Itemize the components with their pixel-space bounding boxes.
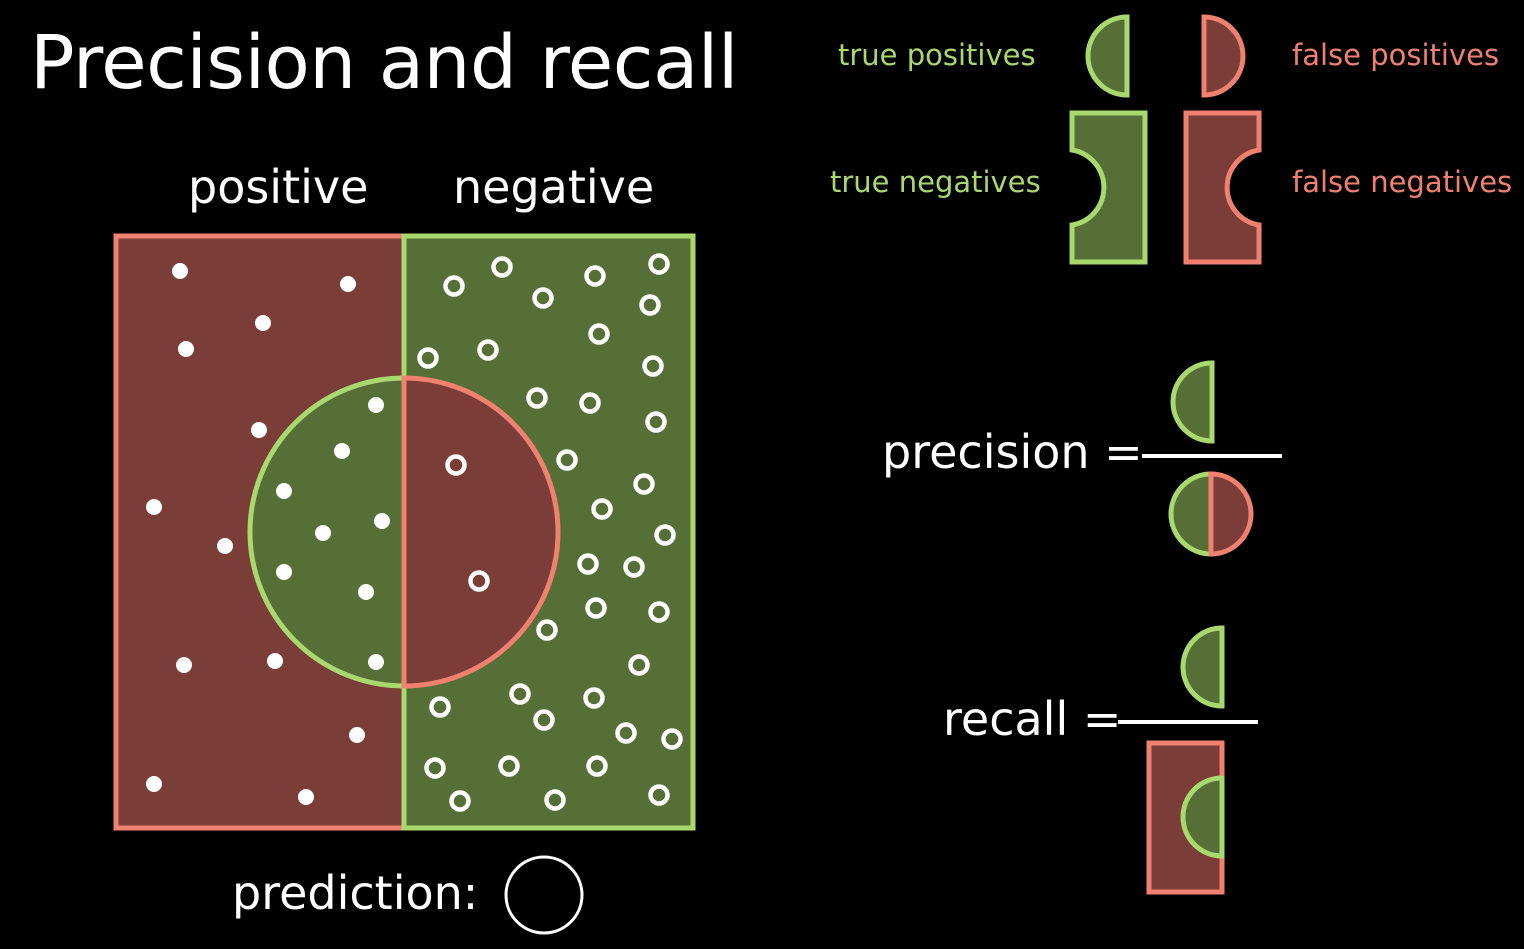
false-negatives-label: false negatives: [1292, 165, 1513, 199]
false-positives-label: false positives: [1292, 38, 1500, 72]
positive-dots: [146, 263, 390, 805]
precision-denominator-fp-half: [1208, 471, 1254, 557]
true-positives-label: true positives: [838, 38, 1036, 72]
prediction-circle-icon: [504, 855, 584, 935]
precision-numerator-icon: [1170, 360, 1215, 444]
true-negatives-label: true negatives: [830, 165, 1041, 199]
recall-numerator-icon: [1180, 625, 1225, 709]
negative-rings: [417, 253, 683, 812]
prediction-false-positives-half: [401, 375, 561, 689]
positive-column-label: positive: [188, 160, 369, 214]
page-title: Precision and recall: [30, 20, 738, 106]
true-positives-icon: [1085, 14, 1130, 98]
false-positives-icon: [1201, 14, 1246, 98]
prediction-label: prediction:: [232, 866, 479, 920]
true-negatives-icon: [1069, 110, 1148, 265]
precision-label: precision =: [882, 425, 1143, 479]
recall-denominator-tp-half: [1180, 775, 1225, 859]
precision-denominator-tp-half: [1168, 471, 1214, 557]
false-negatives-icon: [1183, 110, 1262, 265]
negative-column-label: negative: [453, 160, 655, 214]
recall-label: recall =: [943, 692, 1122, 746]
